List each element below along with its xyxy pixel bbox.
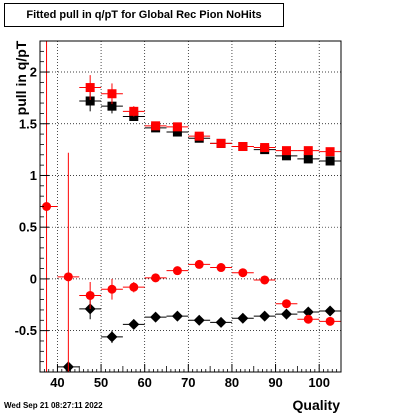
data-point (129, 106, 139, 116)
y-tick-label: 1.5 (19, 116, 37, 131)
x-tick-label: 90 (268, 375, 282, 390)
data-point (194, 131, 204, 141)
data-point (107, 101, 117, 111)
y-axis-label: pull in q/pT (13, 40, 29, 116)
data-point (237, 312, 249, 324)
x-axis-label: Quality (292, 397, 340, 413)
x-tick-label: 80 (225, 375, 239, 390)
plot-frame (39, 40, 342, 373)
data-point (128, 318, 140, 330)
data-point (325, 316, 335, 326)
data-point (193, 314, 205, 326)
data-point (303, 314, 313, 324)
data-point (325, 147, 335, 157)
data-point (172, 266, 182, 276)
series-2 (57, 298, 341, 373)
x-tick-label: 40 (50, 375, 64, 390)
data-point (151, 273, 161, 283)
data-point (302, 306, 314, 318)
series-0 (79, 90, 341, 166)
data-point (215, 316, 227, 328)
series-3 (40, 41, 341, 372)
grid-lines (40, 41, 341, 372)
data-point (63, 272, 73, 282)
data-point (194, 259, 204, 269)
chart-title: Fitted pull in q/pT for Global Rec Pion … (4, 3, 284, 27)
data-point (216, 138, 226, 148)
series-1 (79, 75, 341, 157)
y-tick-label: 2 (30, 65, 37, 80)
data-point (85, 83, 95, 93)
x-tick-label: 50 (94, 375, 108, 390)
y-tick-label: 0 (30, 271, 37, 286)
data-point (107, 284, 117, 294)
timestamp: Wed Sep 21 08:27:11 2022 (4, 401, 103, 410)
data-point (303, 154, 313, 164)
data-point (172, 127, 182, 137)
data-point (280, 308, 292, 320)
data-point (325, 156, 335, 166)
y-tick-label: 0.5 (19, 220, 37, 235)
data-point (129, 282, 139, 292)
data-point (303, 146, 313, 156)
data-point (106, 331, 118, 343)
data-point (85, 290, 95, 300)
data-point (281, 146, 291, 156)
data-point (260, 275, 270, 285)
axes: 40 50 60 70 80 90 100 -0.5 0 0.5 1 1.5 2 (15, 40, 342, 390)
data-point (42, 202, 52, 211)
data-point (85, 96, 95, 106)
data-point (324, 305, 336, 317)
data-point (150, 311, 162, 323)
y-tick-label: -0.5 (15, 323, 37, 338)
y-tick-label: 1 (30, 168, 37, 183)
data-point (238, 142, 248, 152)
data-point (281, 299, 291, 309)
data-point (281, 151, 291, 161)
data-point (238, 268, 248, 278)
data-point (107, 89, 117, 99)
x-tick-label: 60 (137, 375, 151, 390)
data-point (216, 263, 226, 273)
data-marks (40, 41, 341, 373)
data-point (172, 122, 182, 132)
x-tick-label: 100 (308, 375, 330, 390)
data-point (260, 143, 270, 153)
data-point (171, 310, 183, 322)
data-point (259, 310, 271, 322)
data-point (151, 121, 161, 131)
x-tick-label: 70 (181, 375, 195, 390)
